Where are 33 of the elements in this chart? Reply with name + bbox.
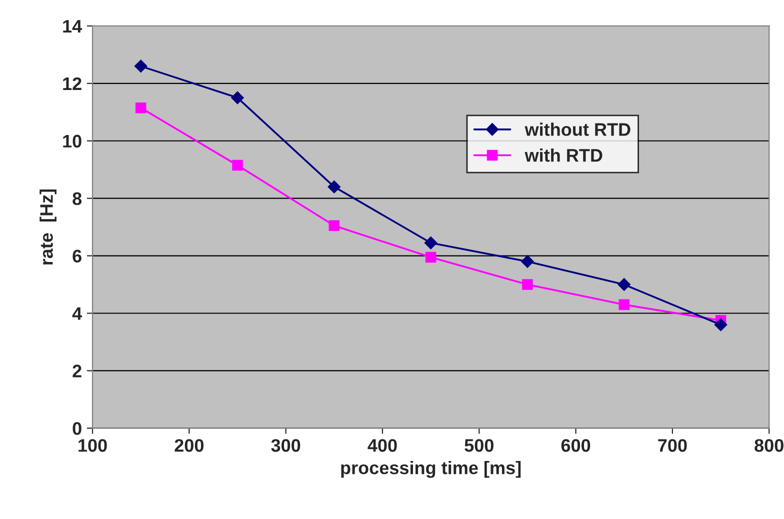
- x-tick-label: 500: [464, 439, 494, 452]
- y-tick-label: 0: [72, 422, 82, 435]
- x-tick-label: 400: [368, 439, 397, 452]
- x-tick-label: 700: [658, 439, 687, 452]
- legend-label: with RTD: [524, 148, 602, 162]
- point: [134, 60, 148, 73]
- point: [135, 102, 146, 114]
- point: [522, 279, 533, 290]
- point: [424, 236, 438, 250]
- point: [328, 180, 341, 194]
- x-tick-label: 800: [754, 439, 784, 452]
- point: [232, 160, 243, 171]
- point: [714, 318, 728, 332]
- point: [618, 299, 630, 310]
- y-tick-label: 8: [72, 192, 82, 206]
- x-tick-label: 600: [561, 439, 590, 452]
- y-axis-title: rate [Hz]: [40, 189, 56, 264]
- point: [328, 220, 340, 232]
- legend-label: without RTD: [524, 122, 630, 136]
- y-tick-label: 10: [63, 134, 82, 148]
- y-tick-label: 2: [72, 364, 82, 378]
- x-tick-label: 100: [78, 439, 107, 452]
- point: [425, 252, 436, 263]
- point: [231, 91, 244, 104]
- y-tick-label: 6: [72, 250, 82, 263]
- point: [521, 255, 534, 268]
- y-tick-label: 14: [63, 20, 82, 32]
- y-tick-label: 4: [72, 307, 82, 320]
- y-tick-label: 12: [63, 77, 82, 90]
- point: [618, 278, 631, 291]
- x-tick-label: 200: [174, 439, 204, 452]
- x-axis-title: processing time [ms]: [341, 460, 521, 478]
- x-tick-label: 300: [271, 439, 300, 452]
